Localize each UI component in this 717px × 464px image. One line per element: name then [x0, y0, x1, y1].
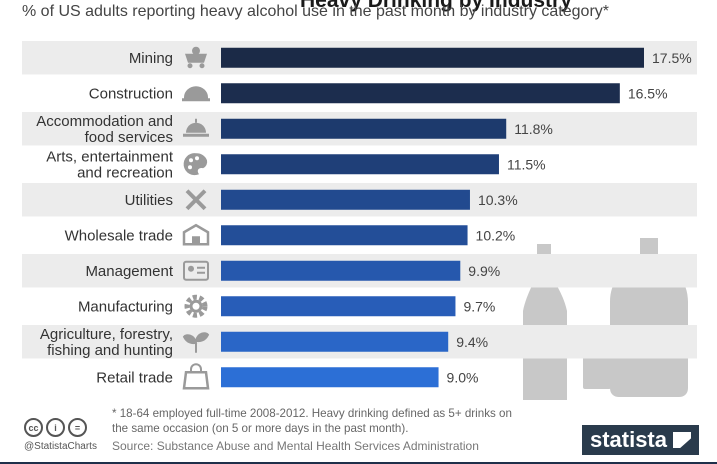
- category-label: Construction: [89, 85, 173, 102]
- shopping-bag-icon: [182, 363, 210, 390]
- brand-name: statista: [589, 427, 667, 452]
- value-label: 11.8%: [514, 121, 553, 137]
- category-label: Accommodation and food services: [36, 113, 173, 146]
- value-label: 9.9%: [468, 263, 500, 279]
- value-label: 11.5%: [507, 156, 546, 172]
- warehouse-icon: [182, 223, 210, 246]
- bottom-rule: [0, 462, 717, 464]
- statista-mark-icon: [673, 432, 691, 448]
- category-label: Mining: [129, 50, 173, 67]
- category-label: Arts, entertainment and recreation: [46, 148, 174, 181]
- attribution-icon: i: [46, 418, 65, 437]
- category-label: Manufacturing: [78, 298, 173, 315]
- bar-chart: Mining 17.5% Construction 16.5% Accommodatio…: [22, 41, 697, 400]
- bar: [221, 118, 507, 139]
- bar: [221, 367, 439, 388]
- chart-row: Arts, entertainment and recreation 11.5%: [46, 148, 545, 181]
- category-label: Utilities: [125, 192, 173, 209]
- value-label: 10.2%: [476, 227, 516, 243]
- footnote: * 18-64 employed full-time 2008-2012. He…: [112, 407, 512, 435]
- category-label: Management: [85, 263, 173, 280]
- social-handle: @StatistaCharts: [24, 441, 97, 452]
- license-icons: cc i =: [24, 418, 87, 437]
- tools-icon: [185, 189, 207, 211]
- bar: [221, 189, 470, 210]
- chart-row: Management 9.9%: [22, 254, 697, 288]
- bar: [221, 260, 461, 281]
- creative-commons-icon: cc: [24, 418, 43, 437]
- chart-title: Heavy Drinking by Industry: [300, 0, 572, 12]
- category-label: Agriculture, forestry, fishing and huntin…: [40, 326, 173, 359]
- category-label: Retail trade: [96, 369, 173, 386]
- chart-row: Agriculture, forestry, fishing and huntin…: [22, 325, 697, 359]
- hard-hat-icon: [182, 86, 210, 102]
- chart-row: Mining 17.5%: [22, 41, 697, 75]
- value-label: 16.5%: [628, 85, 668, 101]
- palette-icon: [183, 153, 208, 176]
- bar: [221, 83, 620, 104]
- plant-icon: [182, 332, 210, 353]
- chart-row: Retail trade 9.0%: [96, 363, 479, 390]
- chart-row: Construction 16.5%: [89, 83, 668, 104]
- bar: [221, 154, 499, 175]
- bar: [221, 225, 468, 246]
- chart-row: Manufacturing 9.7%: [78, 294, 495, 318]
- mining-cart-icon: [185, 46, 207, 69]
- chart-subtitle: % of US adults reporting heavy alcohol u…: [22, 3, 609, 20]
- value-label: 17.5%: [652, 50, 692, 66]
- chart-row: Accommodation and food services 11.8%: [22, 112, 697, 146]
- gear-icon: [184, 294, 208, 318]
- bar: [221, 296, 456, 317]
- chart-row: Wholesale trade 10.2%: [65, 223, 516, 246]
- value-label: 10.3%: [478, 192, 518, 208]
- bar: [221, 47, 644, 68]
- id-card-icon: [183, 260, 209, 281]
- value-label: 9.0%: [447, 369, 479, 385]
- statista-logo[interactable]: statista: [581, 425, 699, 455]
- no-derivatives-icon: =: [68, 418, 87, 437]
- source-note: Source: Substance Abuse and Mental Healt…: [112, 439, 479, 453]
- chart-row: Utilities 10.3%: [22, 183, 697, 217]
- service-bell-icon: [183, 118, 209, 137]
- category-label: Wholesale trade: [65, 227, 173, 244]
- value-label: 9.7%: [463, 298, 495, 314]
- bar: [221, 331, 449, 352]
- value-label: 9.4%: [456, 334, 488, 350]
